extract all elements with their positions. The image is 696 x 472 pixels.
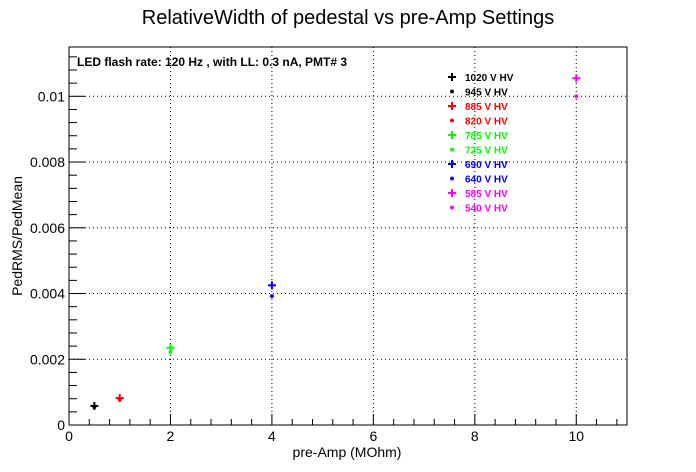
chart-title: RelativeWidth of pedestal vs pre-Amp Set… (142, 7, 554, 29)
legend-item: 540 V HV (450, 204, 508, 215)
x-tick-label: 10 (568, 428, 584, 444)
legend-marker (450, 89, 454, 94)
star-marker-d2 (168, 350, 173, 354)
legend-marker (448, 102, 456, 110)
chart-annotation: LED flash rate: 120 Hz , with LL: 0.3 nA… (77, 55, 347, 69)
legend-label: 885 V HV (465, 102, 508, 113)
y-tick-label: 0.008 (30, 154, 65, 170)
x-axis-label: pre-Amp (MOhm) (293, 444, 402, 460)
legend-item: 1020 V HV (448, 73, 514, 84)
x-tick-label: 8 (471, 428, 479, 444)
data-point (267, 281, 276, 290)
legend-label: 820 V HV (465, 117, 508, 128)
legend-item: 585 V HV (448, 189, 508, 200)
data-points (90, 74, 581, 410)
legend-marker (450, 118, 454, 123)
legend-label: 1020 V HV (465, 73, 514, 84)
data-point (168, 350, 173, 355)
star-marker-d2 (450, 176, 454, 181)
x-tick-label: 4 (268, 428, 276, 444)
star-marker-d2 (270, 294, 274, 299)
legend-marker (448, 73, 456, 81)
legend-marker (448, 160, 456, 168)
data-point (269, 294, 274, 299)
star-marker-d2 (450, 118, 454, 123)
legend-label: 725 V HV (465, 146, 508, 157)
star-marker-d2 (92, 405, 97, 409)
y-tick-label: 0 (57, 417, 65, 433)
legend-item: 885 V HV (448, 102, 508, 113)
legend-label: 540 V HV (465, 204, 508, 215)
axis-ticks (68, 56, 618, 426)
grid-lines (69, 47, 627, 425)
legend-item: 945 V HV (450, 88, 508, 99)
x-tick-label: 0 (65, 428, 73, 444)
legend-label: 945 V HV (465, 88, 508, 99)
data-point (574, 94, 579, 99)
star-marker-d2 (450, 147, 454, 152)
legend-label: 640 V HV (465, 175, 508, 186)
star-marker-d2 (117, 397, 122, 402)
data-point (572, 74, 581, 83)
legend: 1020 V HV 945 V HV 885 V HV 820 V HV 785 V H… (448, 73, 514, 215)
data-point (117, 397, 122, 402)
legend-item: 690 V HV (448, 160, 508, 171)
y-tick-label: 0.004 (30, 286, 65, 302)
data-point (92, 404, 97, 409)
legend-label: 585 V HV (465, 189, 508, 200)
star-marker-d2 (450, 205, 454, 210)
y-tick-label: 0.006 (30, 220, 65, 236)
legend-item: 785 V HV (448, 131, 508, 142)
star-marker-d2 (450, 89, 454, 94)
plot-frame (68, 46, 628, 426)
axis-tick-labels: 0 2 4 6 8 10 0 0.002 0.004 0.006 0.008 0.01 (30, 88, 584, 444)
legend-marker (450, 176, 454, 181)
y-tick-label: 0.01 (38, 88, 65, 104)
x-tick-label: 2 (167, 428, 175, 444)
legend-marker (450, 147, 454, 152)
x-tick-label: 6 (369, 428, 377, 444)
legend-label: 690 V HV (465, 160, 508, 171)
legend-item: 640 V HV (450, 175, 508, 186)
y-axis-label: PedRMS/PedMean (9, 176, 25, 296)
star-marker-d2 (574, 94, 579, 99)
legend-marker (448, 131, 456, 139)
legend-item: 725 V HV (450, 146, 508, 157)
legend-item: 820 V HV (450, 117, 508, 128)
legend-marker (448, 189, 456, 197)
legend-marker (450, 205, 454, 210)
y-tick-label: 0.002 (30, 351, 65, 367)
legend-label: 785 V HV (465, 131, 508, 142)
